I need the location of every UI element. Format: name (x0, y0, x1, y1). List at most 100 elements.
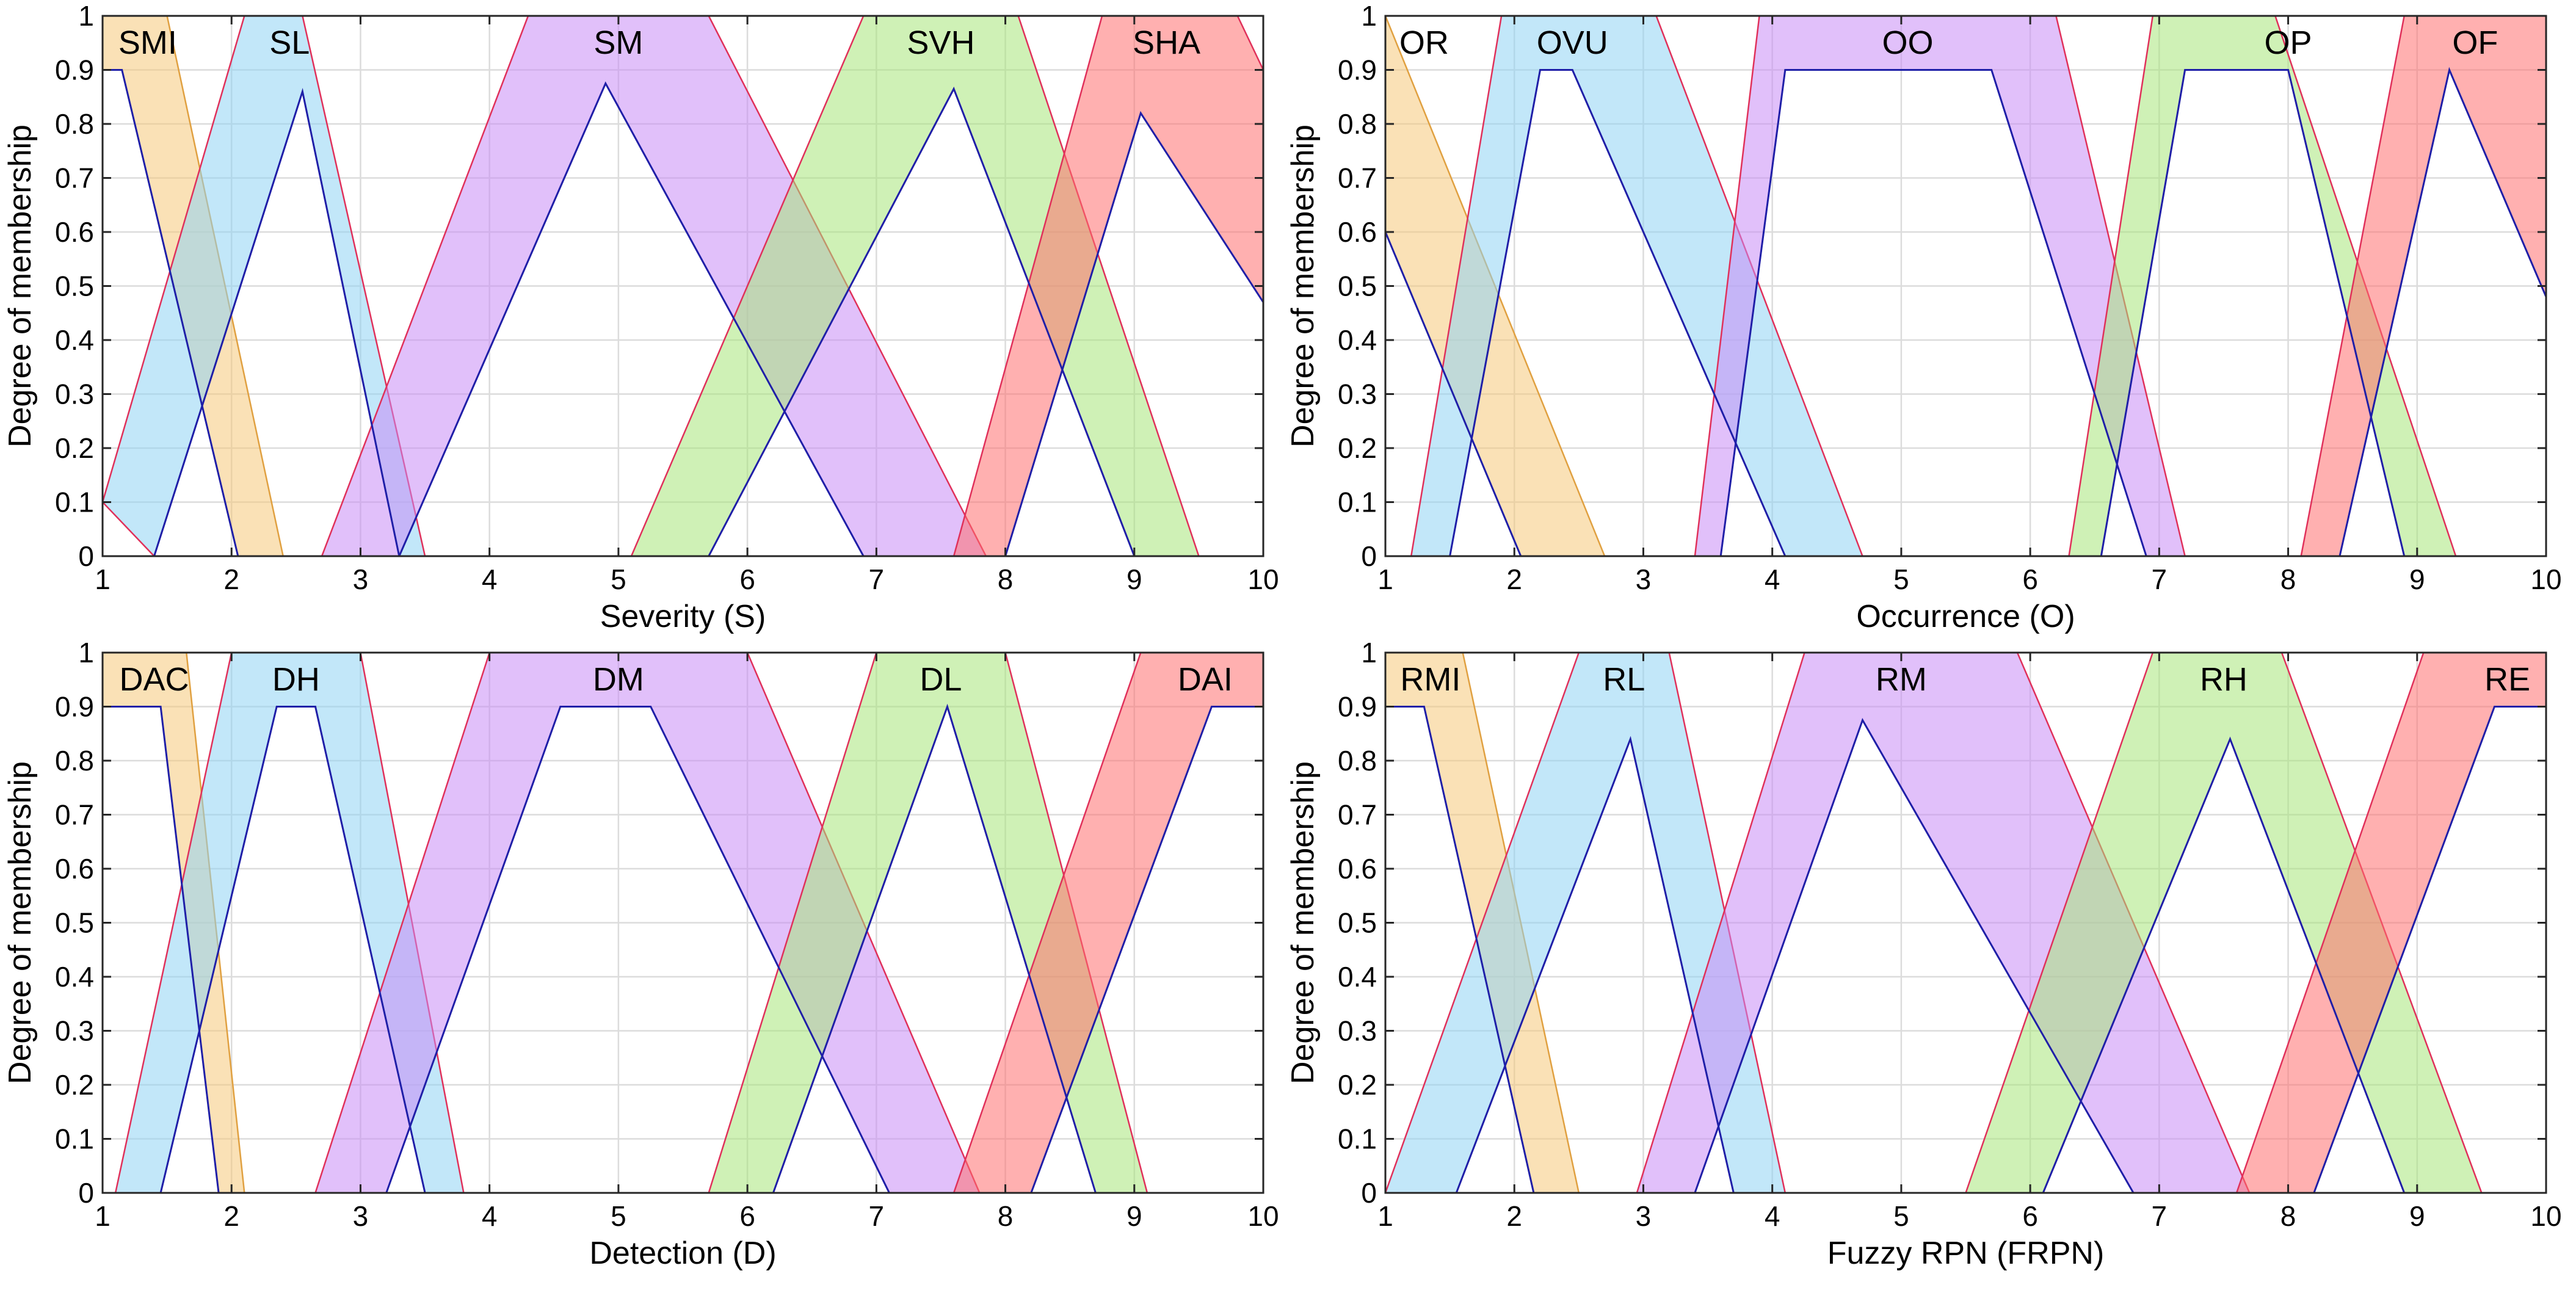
x-axis-label: Occurrence (O) (1856, 599, 2075, 634)
y-tick-label: 0.4 (1338, 324, 1377, 356)
bands-occurrence (1385, 16, 2546, 556)
x-tick-label: 10 (2530, 1200, 2561, 1232)
x-tick-label: 4 (1765, 563, 1780, 595)
mf-label-oo: OO (1882, 24, 1933, 61)
y-axis-label: Degree of membership (1285, 125, 1321, 447)
x-tick-label: 9 (1127, 563, 1142, 595)
x-tick-label: 3 (1636, 563, 1652, 595)
y-tick-label: 0.1 (1338, 487, 1377, 518)
x-tick-label: 10 (1247, 563, 1279, 595)
x-tick-label: 9 (1127, 1200, 1142, 1232)
x-tick-label: 4 (1765, 1200, 1780, 1232)
y-tick-label: 0.6 (1338, 216, 1377, 248)
x-tick-label: 2 (223, 563, 239, 595)
y-tick-label: 0.9 (1338, 691, 1377, 723)
panel-occurrence: 1 2 3 4 5 6 7 8 9 10 0 0.1 0.2 0.3 0.4 0.5 0.6 0.7 0.8 0.9 1… (1285, 0, 2562, 634)
y-tick-label: 1 (1361, 0, 1377, 32)
x-tick-label: 9 (2409, 563, 2425, 595)
y-tick-label: 0.8 (1338, 745, 1377, 777)
y-tick-label: 0 (78, 540, 94, 572)
bands-severity (103, 16, 1263, 556)
lower-mf-of (2338, 67, 2546, 556)
y-tick-label: 0.7 (55, 799, 94, 831)
mf-label-rm: RM (1876, 661, 1927, 698)
y-tick-label: 0.1 (55, 487, 94, 518)
x-tick-label: 9 (2409, 1200, 2425, 1232)
y-tick-label: 0.2 (1338, 432, 1377, 464)
mf-label-dl: DL (920, 661, 962, 698)
x-tick-label: 5 (611, 1200, 626, 1232)
y-axis-label: Degree of membership (2, 761, 38, 1084)
x-tick-label: 6 (2022, 563, 2038, 595)
lower-mf-dm (385, 706, 890, 1193)
y-tick-label: 0.4 (55, 961, 94, 993)
mf-label-dm: DM (593, 661, 644, 698)
lower-mf-op (2100, 69, 2406, 556)
panel-severity: 1 2 3 4 5 6 7 8 9 10 0 0.1 0.2 0.3 0.4 0.5 0.6 0.7 0.8 0.9 1… (2, 0, 1279, 634)
y-tick-label: 0.9 (55, 691, 94, 723)
x-tick-label: 7 (2152, 563, 2168, 595)
y-tick-label: 0.9 (1338, 54, 1377, 86)
mf-label-ovu: OVU (1537, 24, 1608, 61)
x-tick-label: 1 (95, 563, 111, 595)
mf-label-of: OF (2452, 24, 2498, 61)
y-tick-label: 0.8 (55, 745, 94, 777)
mf-label-dai: DAI (1178, 661, 1233, 698)
x-tick-label: 2 (1506, 563, 1522, 595)
y-tick-label: 0.1 (1338, 1123, 1377, 1155)
y-tick-label: 0.5 (55, 270, 94, 302)
x-tick-label: 6 (739, 1200, 755, 1232)
y-tick-label: 0.7 (1338, 799, 1377, 831)
y-tick-label: 0.4 (55, 324, 94, 356)
y-axis-label: Degree of membership (2, 125, 38, 447)
y-tick-label: 0.3 (55, 1015, 94, 1047)
y-axis-label: Degree of membership (1285, 761, 1321, 1084)
y-tick-label: 0.6 (55, 216, 94, 248)
lower-mf-svh (708, 86, 1136, 556)
mf-label-rl: RL (1603, 661, 1645, 698)
lower-mf-dh (159, 706, 426, 1193)
x-tick-label: 7 (869, 1200, 885, 1232)
y-tick-label: 1 (1361, 637, 1377, 668)
y-tick-label: 0.6 (55, 853, 94, 885)
lower-mf-re (2313, 706, 2546, 1193)
x-tick-label: 6 (739, 563, 755, 595)
x-tick-label: 2 (223, 1200, 239, 1232)
y-tick-label: 0.2 (55, 1069, 94, 1101)
y-tick-label: 0.9 (55, 54, 94, 86)
lower-mf-ovu (1449, 69, 1787, 556)
y-tick-label: 0.1 (55, 1123, 94, 1155)
y-tick-label: 0.3 (55, 378, 94, 410)
lower-mf-sl (153, 88, 401, 556)
y-tick-label: 0.5 (1338, 270, 1377, 302)
x-tick-label: 8 (998, 1200, 1014, 1232)
bands-detection (103, 653, 1263, 1193)
y-tick-label: 0.3 (1338, 378, 1377, 410)
band-dai (952, 653, 1263, 1193)
x-tick-label: 5 (1893, 563, 1909, 595)
lower-mf-sm (398, 81, 865, 556)
mf-label-sm: SM (593, 24, 643, 61)
x-tick-label: 4 (482, 1200, 498, 1232)
x-tick-label: 8 (2280, 563, 2296, 595)
y-tick-label: 0.7 (1338, 162, 1377, 194)
x-tick-label: 3 (353, 1200, 369, 1232)
x-tick-label: 1 (1377, 563, 1393, 595)
bands-frpn (1385, 653, 2546, 1193)
lower-mf-dl (772, 703, 1097, 1193)
x-axis-label: Fuzzy RPN (FRPN) (1827, 1236, 2105, 1271)
x-tick-label: 10 (2530, 563, 2561, 595)
panel-frpn: 1 2 3 4 5 6 7 8 9 10 0 0.1 0.2 0.3 0.4 0.5 0.6 0.7 0.8 0.9 1… (1285, 637, 2562, 1271)
x-tick-label: 5 (611, 563, 626, 595)
x-tick-label: 1 (1377, 1200, 1393, 1232)
x-tick-label: 8 (2280, 1200, 2296, 1232)
y-tick-label: 0.5 (55, 907, 94, 939)
x-tick-label: 3 (1636, 1200, 1652, 1232)
x-tick-label: 8 (998, 563, 1014, 595)
x-axis-label: Detection (D) (589, 1236, 776, 1271)
y-tick-label: 0.3 (1338, 1015, 1377, 1047)
lower-mf-rl (1455, 736, 1735, 1193)
x-tick-label: 2 (1506, 1200, 1522, 1232)
